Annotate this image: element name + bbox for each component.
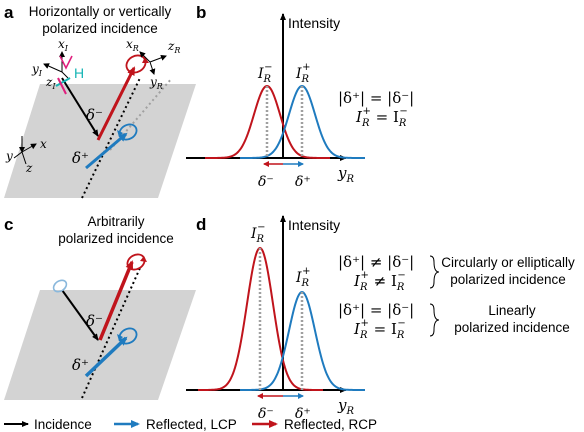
panel-c-lcp-ellipse <box>118 327 138 345</box>
panel-d-ylabel: Intensity <box>288 217 340 233</box>
panel-c-rcp-arrowhead <box>140 256 147 262</box>
panel-d-brace-1 <box>429 255 440 289</box>
panel-b-right-peak-label: IR+ <box>295 62 310 85</box>
panel-c-title-line2: polarized incidence <box>58 231 174 246</box>
panel-d-equation-3: |δ⁺| = |δ⁻| <box>338 301 414 319</box>
legend: Incidence Reflected, LCP Reflected, RCP <box>4 417 377 432</box>
panel-a-lab-y-label: y <box>5 149 13 163</box>
legend-lcp-label: Reflected, LCP <box>146 417 237 432</box>
panel-a-lab-x-arrow <box>21 143 37 153</box>
panel-d: d Intensity yR IR− IR+ δ⁻ δ⁺ |δ⁺| ≠ |δ⁻|… <box>186 215 575 422</box>
panel-b-delta-minus-tick: δ⁻ <box>258 174 274 190</box>
panel-b: b Intensity yR IR− IR+ δ⁻ δ⁺ |δ⁺| = |δ⁻|… <box>186 3 414 190</box>
panel-a-xR-label: xR <box>126 37 139 53</box>
panel-a-incident-beam <box>61 77 99 137</box>
panel-a-lab-x-label: x <box>40 137 47 151</box>
panel-c-incident-ellipse <box>52 279 68 293</box>
panel-a-delta-plus: δ⁺ <box>72 149 89 167</box>
panel-a-reflected-rcp-beam <box>96 66 136 141</box>
panel-d-case2-line1: Linearly <box>488 303 536 318</box>
panel-a-lab-z-axis <box>21 151 27 165</box>
panel-d-xlabel: yR <box>337 396 354 417</box>
panel-a-dotted-normal <box>81 77 141 199</box>
panel-c-title-line1: Arbitrarily <box>87 214 144 229</box>
panel-a-lab-y-axis <box>13 151 23 159</box>
panel-a-lab-z-label: z <box>25 161 33 175</box>
panel-c-reflected-rcp-beam <box>98 260 134 341</box>
legend-incidence-label: Incidence <box>34 417 92 432</box>
panel-a-zR-axis <box>149 54 167 63</box>
panel-d-right-peak-label: IR+ <box>295 266 310 289</box>
panel-c-letter: c <box>4 215 13 234</box>
panel-d-equation-1: |δ⁺| ≠ |δ⁻| <box>338 253 414 271</box>
panel-d-case2-line2: polarized incidence <box>454 320 570 335</box>
panel-c-delta-plus: δ⁺ <box>72 356 89 374</box>
panel-d-delta-minus-tick: δ⁻ <box>258 406 274 422</box>
panel-a-xR-axis <box>139 51 151 63</box>
panel-a-letter: a <box>4 3 14 22</box>
panel-d-letter: d <box>196 215 206 234</box>
panel-c: c Arbitrarily polarized incidence δ⁻ δ⁺ <box>4 214 196 400</box>
panel-b-delta-plus-tick: δ⁺ <box>295 174 311 190</box>
panel-b-ylabel: Intensity <box>288 15 340 31</box>
panel-a-v-glyph <box>59 55 73 70</box>
panel-b-left-peak-label: IR− <box>257 62 272 85</box>
panel-a-h-polarization <box>55 77 71 87</box>
panel-b-xlabel: yR <box>337 164 354 185</box>
panel-a-yR-axis <box>149 61 156 75</box>
panel-a-yI-label: yI <box>31 62 43 78</box>
panel-d-left-peak-label: IR− <box>250 222 265 245</box>
panel-d-case1-line2: polarized incidence <box>450 272 566 287</box>
panel-a-yI-axis <box>43 63 63 73</box>
panel-c-delta-minus: δ⁻ <box>86 312 103 330</box>
panel-c-reflected-lcp-beam <box>84 336 128 378</box>
panel-b-letter: b <box>196 3 206 22</box>
panel-a-yR-label: yR <box>149 75 163 91</box>
panel-a-rcp-ellipse <box>125 54 147 74</box>
panel-a: a Horizontally or vertically polarized i… <box>4 3 196 199</box>
panel-a-xI-label: xI <box>58 37 69 53</box>
panel-c-interface-plane <box>4 290 196 400</box>
panel-a-interface-plane <box>4 84 196 198</box>
panel-d-delta-plus-tick: δ⁺ <box>295 406 311 422</box>
panel-d-brace-2 <box>429 303 440 337</box>
panel-a-lcp-arrowhead <box>117 130 123 137</box>
panel-c-lcp-arrowhead <box>117 334 123 341</box>
panel-d-equation-4: IR+ = IR− <box>353 318 406 341</box>
panel-c-incident-beam <box>61 289 99 341</box>
panel-a-rcp-arrowhead <box>142 57 149 63</box>
panel-a-zI-axis <box>61 71 69 79</box>
panel-a-title-line2: polarized incidence <box>42 21 158 36</box>
panel-a-lcp-ellipse <box>118 123 138 141</box>
panel-d-equation-2: IR+ ≠ IR− <box>353 270 406 293</box>
panel-a-title-line1: Horizontally or vertically <box>29 4 172 19</box>
panel-a-zR-label: zR <box>167 39 180 55</box>
panel-a-delta-minus: δ⁻ <box>86 106 103 124</box>
panel-b-equation-2: IR+ = IR− <box>355 106 408 129</box>
panel-c-dotted-normal <box>81 267 141 399</box>
panel-a-zI-label: zI <box>45 75 56 91</box>
panel-d-case1-line1: Circularly or elliptically <box>441 255 575 270</box>
panel-b-equation-1: |δ⁺| = |δ⁻| <box>338 89 414 107</box>
legend-rcp-label: Reflected, RCP <box>284 417 377 432</box>
panel-a-h-label: H <box>74 65 84 81</box>
panel-a-v-polarization <box>57 77 67 95</box>
panel-a-reflected-lcp-beam <box>85 132 128 170</box>
